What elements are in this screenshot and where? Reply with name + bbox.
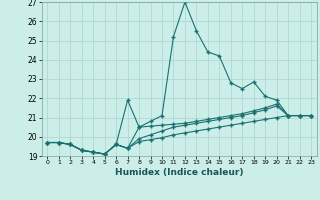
X-axis label: Humidex (Indice chaleur): Humidex (Indice chaleur) <box>115 168 244 177</box>
